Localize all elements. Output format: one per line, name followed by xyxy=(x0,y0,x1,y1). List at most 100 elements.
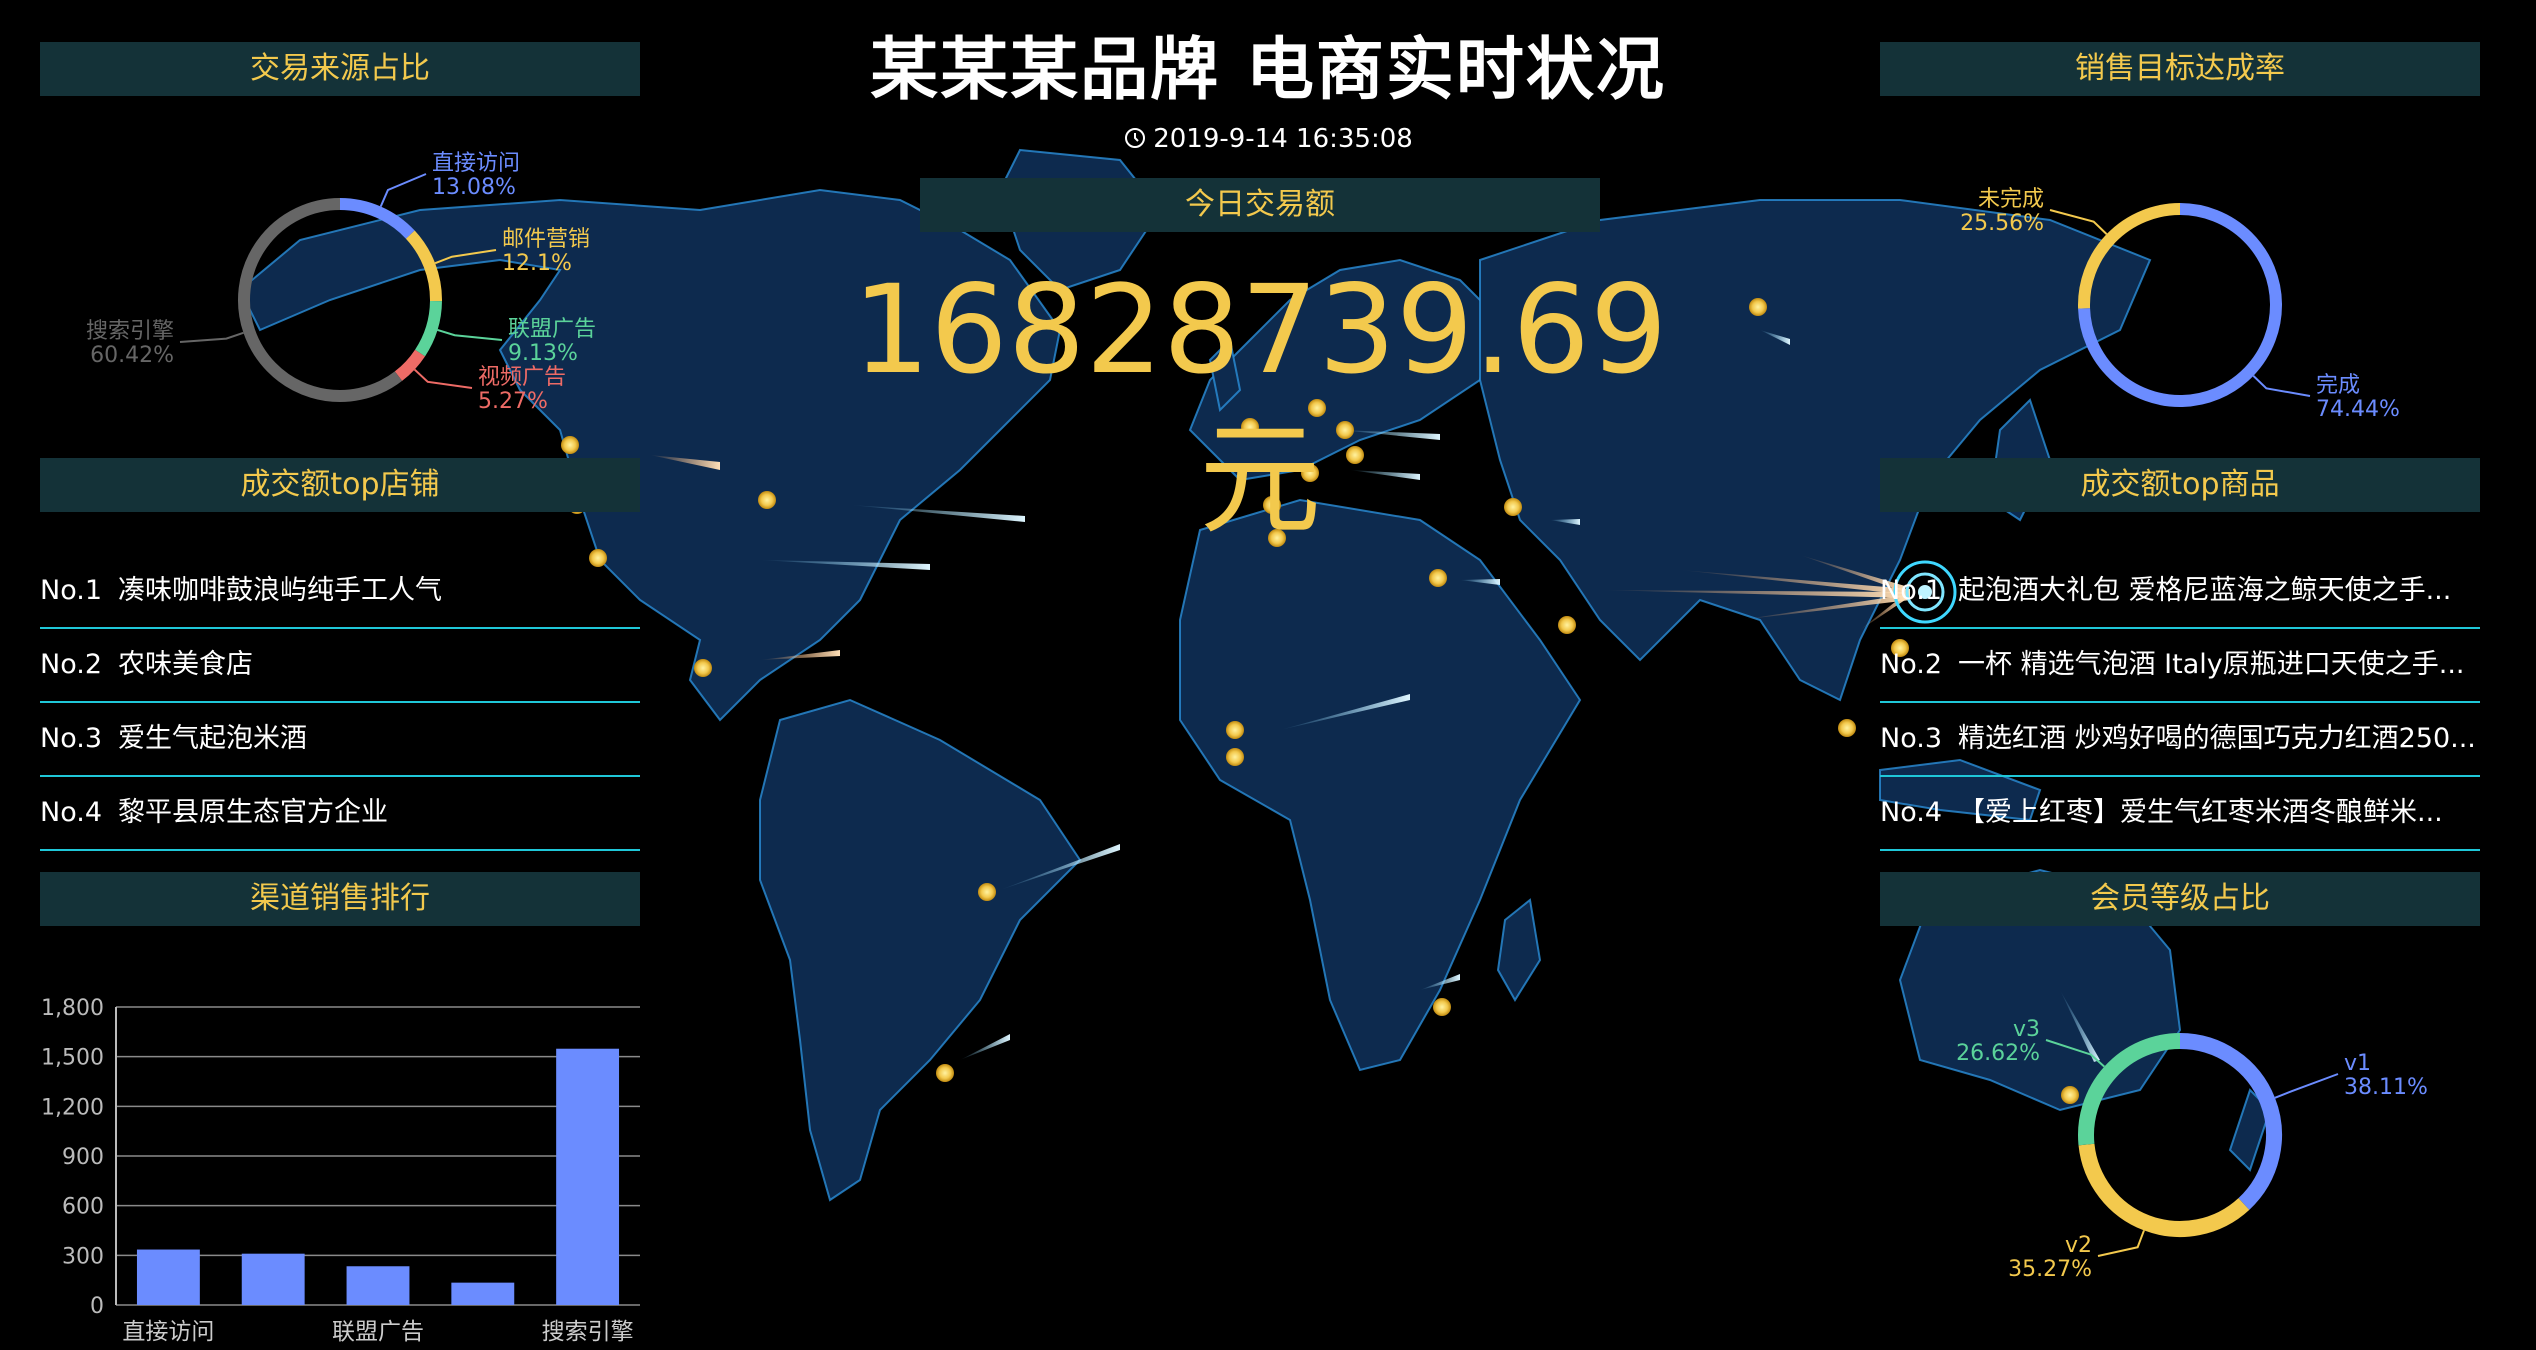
donut-label-line xyxy=(2274,1073,2339,1099)
list-item[interactable]: No.1 起泡酒大礼包 爱格尼蓝海之鲸天使之手... xyxy=(1880,555,2480,629)
bar[interactable] xyxy=(346,1266,410,1305)
list-item-name: 黎平县原生态官方企业 xyxy=(118,797,388,828)
donut-label-name: 未完成 xyxy=(1978,187,2044,212)
list-item-name: 一杯 精选气泡酒 Italy原瓶进口天使之手... xyxy=(1958,649,2465,680)
bar[interactable] xyxy=(556,1048,620,1305)
list-item[interactable]: No.2 一杯 精选气泡酒 Italy原瓶进口天使之手... xyxy=(1880,629,2480,703)
continent-asia xyxy=(1479,199,2152,702)
source-share-header: 交易来源占比 xyxy=(40,42,640,96)
donut-label-value: 13.08% xyxy=(432,175,516,200)
channel-sales-header: 渠道销售排行 xyxy=(40,872,640,926)
y-tick-label: 600 xyxy=(62,1195,104,1220)
x-tick-label: 直接访问 xyxy=(122,1319,214,1345)
list-item-rank: No.4 xyxy=(1880,797,1943,828)
x-tick-label: 搜索引擎 xyxy=(542,1319,634,1345)
y-tick-label: 1,800 xyxy=(41,996,104,1021)
list-item-name: 农味美食店 xyxy=(118,649,253,680)
list-item-rank: No.3 xyxy=(40,723,103,754)
list-item[interactable]: No.4 黎平县原生态官方企业 xyxy=(40,777,640,851)
list-item[interactable]: No.2 农味美食店 xyxy=(40,629,640,703)
list-item-rank: No.1 xyxy=(40,575,103,606)
list-item-name: 爱生气起泡米酒 xyxy=(118,723,307,754)
list-item-name: 凑味咖啡鼓浪屿纯手工人气 xyxy=(118,575,442,606)
channel-sales-bar-chart: 0 300 600 900 1,200 1,500 1,800 直接访问 联盟广告 搜索引擎 xyxy=(41,996,640,1345)
donut-slice-2[interactable] xyxy=(2078,1033,2181,1146)
list-item-name: 精选红酒 炒鸡好喝的德国巧克力红酒250... xyxy=(1958,723,2476,754)
bar[interactable] xyxy=(451,1282,515,1305)
donut-label-name: 完成 xyxy=(2316,373,2360,398)
continent-south-america xyxy=(759,698,1082,1202)
donut-slice-1[interactable] xyxy=(2078,1143,2250,1237)
today-amount-value: 16828739.69元 xyxy=(852,259,1668,551)
page-title: 某某某品牌 电商实时状况 xyxy=(870,31,1666,110)
flight-trails xyxy=(650,330,2100,1062)
y-tick-label: 300 xyxy=(62,1244,104,1269)
donut-label-value: 26.62% xyxy=(1956,1041,2040,1066)
continent-africa xyxy=(1179,498,1582,1072)
donut-label-line xyxy=(179,331,244,343)
y-tick-label: 900 xyxy=(62,1145,104,1170)
donut-label-value: 25.56% xyxy=(1960,211,2044,236)
top-stores-header: 成交额top店铺 xyxy=(40,458,640,512)
y-tick-label: 0 xyxy=(90,1294,104,1319)
list-item-rank: No.4 xyxy=(40,797,103,828)
island-uk xyxy=(1208,337,1242,413)
list-item-rank: No.2 xyxy=(40,649,103,680)
island-madagascar xyxy=(1496,898,1542,1002)
member-level-header: 会员等级占比 xyxy=(1880,872,2480,926)
donut-slice-1[interactable] xyxy=(405,230,442,302)
donut-label-value: 60.42% xyxy=(90,343,174,368)
donut-label-name: 联盟广告 xyxy=(508,317,596,342)
donut-slice-1[interactable] xyxy=(2078,203,2181,309)
donut-label-line xyxy=(2045,1039,2105,1068)
list-item[interactable]: No.3 爱生气起泡米酒 xyxy=(40,703,640,777)
donut-slice-0[interactable] xyxy=(339,198,415,239)
x-tick-label: 联盟广告 xyxy=(332,1319,424,1345)
list-item-name: 起泡酒大礼包 爱格尼蓝海之鲸天使之手... xyxy=(1958,575,2452,606)
donut-label-line xyxy=(437,329,503,341)
donut-label-name: v3 xyxy=(2013,1017,2040,1042)
today-amount-header: 今日交易额 xyxy=(920,178,1600,232)
donut-label-line xyxy=(2049,209,2108,235)
list-item-rank: No.2 xyxy=(1880,649,1943,680)
donut-label-value: 74.44% xyxy=(2316,397,2400,422)
donut-label-name: 视频广告 xyxy=(478,365,566,390)
donut-slice-0[interactable] xyxy=(2078,203,2282,407)
top-goods-header: 成交额top商品 xyxy=(1880,458,2480,512)
bar[interactable] xyxy=(136,1249,200,1305)
donut-label-value: 9.13% xyxy=(508,341,578,366)
donut-label-value: 12.1% xyxy=(502,251,572,276)
donut-label-value: 5.27% xyxy=(478,389,548,414)
sales-target-header: 销售目标达成率 xyxy=(1880,42,2480,96)
list-item[interactable]: No.4 【爱上红枣】爱生气红枣米酒冬酿鲜米... xyxy=(1880,777,2480,851)
list-item-name: 【爱上红枣】爱生气红枣米酒冬酿鲜米... xyxy=(1958,797,2443,828)
donut-label-line xyxy=(379,173,427,207)
donut-slice-4[interactable] xyxy=(238,198,403,402)
bar[interactable] xyxy=(241,1253,305,1305)
donut-label-line xyxy=(2252,375,2311,397)
donut-label-value: 38.11% xyxy=(2344,1075,2428,1100)
clock-icon xyxy=(1125,128,1146,148)
donut-label-line xyxy=(413,368,473,389)
list-item[interactable]: No.1 凑味咖啡鼓浪屿纯手工人气 xyxy=(40,555,640,629)
list-item-rank: No.1 xyxy=(1880,575,1943,606)
y-tick-label: 1,500 xyxy=(41,1046,104,1071)
donut-slice-2[interactable] xyxy=(414,300,442,357)
y-tick-label: 1,200 xyxy=(41,1095,104,1120)
donut-label-name: 直接访问 xyxy=(432,151,520,176)
donut-label-name: 搜索引擎 xyxy=(86,319,174,344)
donut-label-name: v1 xyxy=(2344,1051,2371,1076)
list-item-rank: No.3 xyxy=(1880,723,1943,754)
donut-label-line xyxy=(434,249,497,265)
list-item[interactable]: No.3 精选红酒 炒鸡好喝的德国巧克力红酒250... xyxy=(1880,703,2480,777)
donut-label-line xyxy=(2097,1230,2145,1257)
donut-label-name: v2 xyxy=(2065,1233,2092,1258)
donut-slice-0[interactable] xyxy=(2179,1033,2282,1210)
datetime-display: 2019-9-14 16:35:08 xyxy=(0,124,2536,154)
donut-slice-3[interactable] xyxy=(394,349,426,381)
donut-label-value: 35.27% xyxy=(2008,1257,2092,1282)
